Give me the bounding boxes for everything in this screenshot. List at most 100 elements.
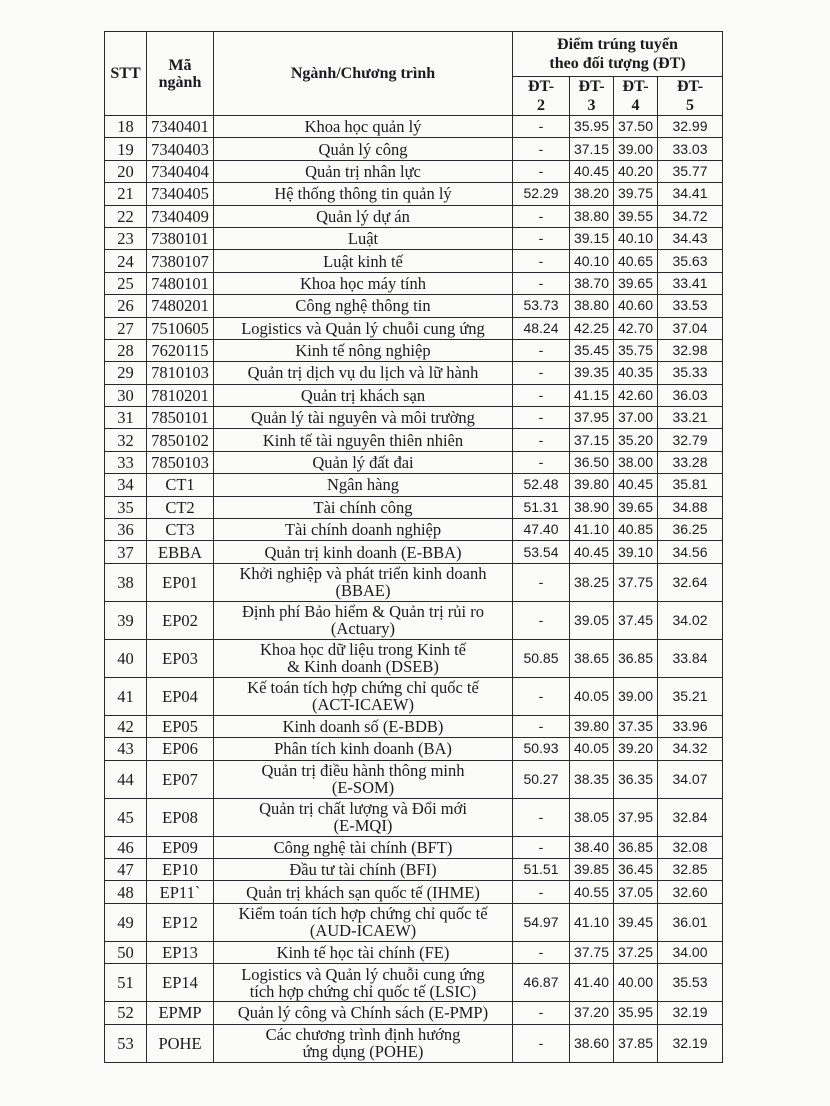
cell-stt: 38 xyxy=(104,562,147,602)
cell-dt5: 32.79 xyxy=(657,428,723,452)
cell-dt2: - xyxy=(512,338,570,363)
cell-dt3: 37.15 xyxy=(569,428,614,452)
cell-dt2: - xyxy=(512,676,570,716)
table-row: 31 7850101 Quản lý tài nguyên và môi trườn… xyxy=(104,406,723,430)
cell-code: EP06 xyxy=(146,737,214,761)
cell-dt4: 42.70 xyxy=(613,316,658,340)
table-row: 47 EP10 Đầu tư tài chính (BFI) 51.51 39.85 36… xyxy=(104,857,723,882)
cell-program: Kinh tế học tài chính (FE) xyxy=(213,940,513,965)
cell-code: 7380101 xyxy=(146,226,214,251)
cell-code: 7380107 xyxy=(146,249,214,273)
cell-dt3: 39.05 xyxy=(569,600,614,640)
cell-stt: 45 xyxy=(104,797,147,837)
cell-dt4: 39.00 xyxy=(613,676,658,716)
cell-dt2: - xyxy=(512,249,570,273)
cell-program: Khởi nghiệp và phát triển kinh doanh (BB… xyxy=(213,562,513,602)
cell-code: 7480201 xyxy=(146,294,214,318)
table-row: 29 7810103 Quản trị dịch vụ du lịch và lữ … xyxy=(104,361,723,385)
cell-dt5: 37.04 xyxy=(657,316,723,340)
cell-program: Kinh doanh số (E-BDB) xyxy=(213,714,513,739)
cell-dt2: - xyxy=(512,428,570,452)
cell-code: CT2 xyxy=(146,495,214,520)
cell-program: Đầu tư tài chính (BFI) xyxy=(213,857,513,882)
cell-dt5: 35.81 xyxy=(657,473,723,497)
cell-dt4: 36.85 xyxy=(613,638,658,678)
cell-dt3: 39.80 xyxy=(569,473,614,497)
cell-dt2: 48.24 xyxy=(512,316,570,340)
cell-program: Tài chính doanh nghiệp xyxy=(213,518,513,542)
cell-dt3: 37.75 xyxy=(569,940,614,965)
cell-code: 7340409 xyxy=(146,204,214,228)
cell-dt3: 38.70 xyxy=(569,271,614,296)
cell-dt3: 37.15 xyxy=(569,137,614,161)
cell-dt5: 33.41 xyxy=(657,271,723,296)
cell-dt5: 34.07 xyxy=(657,759,723,799)
cell-code: EP07 xyxy=(146,759,214,799)
cell-dt2: 54.97 xyxy=(512,902,570,942)
cell-dt3: 36.50 xyxy=(569,450,614,475)
cell-dt4: 40.85 xyxy=(613,518,658,542)
cell-dt4: 37.85 xyxy=(613,1023,658,1063)
cell-program: Quản trị điều hành thông minh (E-SOM) xyxy=(213,759,513,799)
cell-dt3: 41.40 xyxy=(569,963,614,1003)
cell-dt4: 37.35 xyxy=(613,714,658,739)
cell-dt2: 53.54 xyxy=(512,540,570,564)
cell-dt4: 39.75 xyxy=(613,182,658,206)
table-row: 27 7510605 Logistics và Quản lý chuỗi cung… xyxy=(104,316,723,340)
table-row: 48 EP11` Quản trị khách sạn quốc tế (IHME)… xyxy=(104,880,723,904)
cell-code: EP11` xyxy=(146,880,214,904)
cell-stt: 49 xyxy=(104,902,147,942)
cell-program: Quản trị nhân lực xyxy=(213,159,513,184)
cell-dt3: 40.45 xyxy=(569,540,614,564)
cell-stt: 52 xyxy=(104,1001,147,1025)
cell-program: Logistics và Quản lý chuỗi cung ứng tích… xyxy=(213,963,513,1003)
cell-dt5: 34.72 xyxy=(657,204,723,228)
cell-dt5: 33.28 xyxy=(657,450,723,475)
cell-dt5: 34.00 xyxy=(657,940,723,965)
cell-code: EP04 xyxy=(146,676,214,716)
table-row: 46 EP09 Công nghệ tài chính (BFT) -38.40 36.… xyxy=(104,835,723,859)
cell-dt2: 47.40 xyxy=(512,518,570,542)
table-row: 26 7480201 Công nghệ thông tin 53.73 38.80 40… xyxy=(104,294,723,318)
cell-stt: 19 xyxy=(104,137,147,161)
cell-dt2: - xyxy=(512,1001,570,1025)
cell-dt2: - xyxy=(512,1023,570,1063)
cell-dt5: 33.21 xyxy=(657,406,723,430)
cell-dt5: 35.53 xyxy=(657,963,723,1003)
cell-dt3: 41.10 xyxy=(569,902,614,942)
cell-dt3: 38.20 xyxy=(569,182,614,206)
cell-code: CT1 xyxy=(146,473,214,497)
cell-dt2: - xyxy=(512,450,570,475)
cell-dt3: 37.20 xyxy=(569,1001,614,1025)
cell-dt4: 37.75 xyxy=(613,562,658,602)
cell-dt3: 38.80 xyxy=(569,204,614,228)
cell-stt: 37 xyxy=(104,540,147,564)
cell-program: Quản lý đất đai xyxy=(213,450,513,475)
cell-dt2: 50.93 xyxy=(512,737,570,761)
cell-dt2: - xyxy=(512,880,570,904)
cell-dt4: 35.75 xyxy=(613,338,658,363)
cell-program: Phân tích kinh doanh (BA) xyxy=(213,737,513,761)
cell-code: EP03 xyxy=(146,638,214,678)
cell-dt2: 51.31 xyxy=(512,495,570,520)
cell-dt5: 35.21 xyxy=(657,676,723,716)
cell-stt: 50 xyxy=(104,940,147,965)
cell-code: EP02 xyxy=(146,600,214,640)
cell-dt4: 36.45 xyxy=(613,857,658,882)
cell-dt5: 35.63 xyxy=(657,249,723,273)
cell-dt4: 42.60 xyxy=(613,383,658,408)
cell-dt3: 38.65 xyxy=(569,638,614,678)
table-row: 44 EP07 Quản trị điều hành thông minh (E-S… xyxy=(104,759,723,799)
cell-dt2: 52.29 xyxy=(512,182,570,206)
cell-program: Khoa học máy tính xyxy=(213,271,513,296)
table-row: 34 CT1 Ngân hàng 52.48 39.80 40.45 35.81 xyxy=(104,473,723,497)
cell-dt4: 39.20 xyxy=(613,737,658,761)
cell-dt2: - xyxy=(512,835,570,859)
cell-dt4: 37.25 xyxy=(613,940,658,965)
cell-program: Hệ thống thông tin quản lý xyxy=(213,182,513,206)
cell-dt3: 38.25 xyxy=(569,562,614,602)
cell-dt3: 39.80 xyxy=(569,714,614,739)
table-row: 38 EP01 Khởi nghiệp và phát triển kinh doa… xyxy=(104,562,723,602)
cell-dt3: 39.15 xyxy=(569,226,614,251)
cell-code: 7340401 xyxy=(146,114,214,139)
